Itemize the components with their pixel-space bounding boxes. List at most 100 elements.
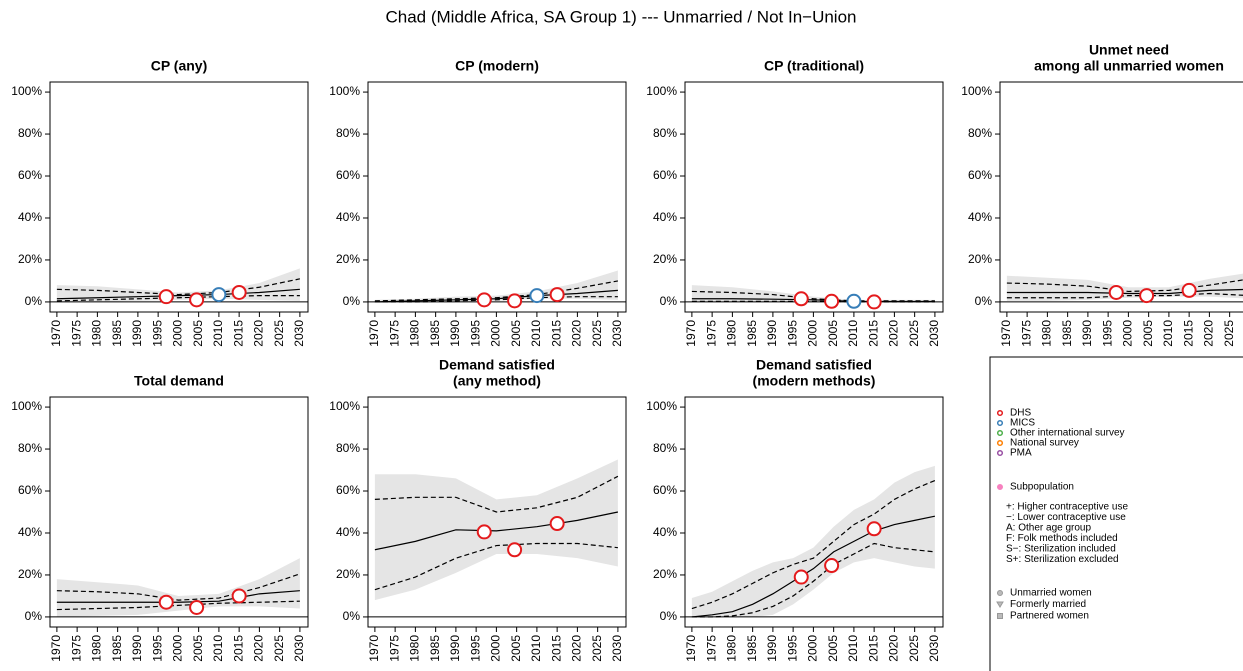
observation xyxy=(866,294,882,310)
x-tick-label: 2000 xyxy=(806,635,820,662)
x-tick-label: 1980 xyxy=(90,635,104,662)
x-tick-label: 1980 xyxy=(408,320,422,347)
x-tick-label: 1995 xyxy=(468,635,482,662)
observation xyxy=(793,569,809,585)
x-tick-label: 2005 xyxy=(826,635,840,662)
legend-group: Partnered women xyxy=(1010,611,1089,622)
x-tick-label: 1975 xyxy=(387,320,401,347)
median-line xyxy=(374,289,618,303)
observation xyxy=(189,599,205,615)
panel-title: among all unmarried women xyxy=(1034,58,1224,74)
observation xyxy=(231,284,247,300)
panel-title: Total demand xyxy=(134,373,224,389)
x-tick-label: 1995 xyxy=(785,635,799,662)
y-tick-label: 100% xyxy=(646,84,677,98)
x-tick-label: 2015 xyxy=(549,635,563,662)
y-tick-label: 20% xyxy=(653,252,677,266)
interval-line xyxy=(691,479,936,610)
x-tick-label: 1985 xyxy=(428,320,442,347)
x-tick-label: 1995 xyxy=(1100,320,1114,347)
x-tick-label: 2030 xyxy=(610,320,624,347)
median-line xyxy=(374,511,619,551)
x-tick-label: 2025 xyxy=(907,320,921,347)
y-tick-label: 100% xyxy=(646,399,677,413)
x-tick-label: 1985 xyxy=(110,320,124,347)
legend-marker xyxy=(996,419,1004,427)
x-tick-label: 2010 xyxy=(846,320,860,347)
x-tick-label: 2000 xyxy=(171,320,185,347)
x-tick-label: 1970 xyxy=(684,320,698,347)
interval-line xyxy=(374,542,618,591)
x-tick-label: 1970 xyxy=(367,320,381,347)
interval-band xyxy=(1006,273,1243,301)
y-tick-label: 60% xyxy=(18,483,42,497)
interval-line xyxy=(691,290,935,302)
legend-marker xyxy=(996,429,1004,437)
y-tick-label: 0% xyxy=(660,294,678,308)
x-tick-label: 1970 xyxy=(49,635,63,662)
observation xyxy=(549,516,565,532)
y-tick-label: 0% xyxy=(343,294,361,308)
x-tick-label: 1970 xyxy=(49,320,63,347)
legend-note: S+: Sterilization excluded xyxy=(1006,554,1119,565)
y-tick-label: 40% xyxy=(18,525,42,539)
interval-band xyxy=(374,459,618,601)
x-tick-label: 2005 xyxy=(826,320,840,347)
legend-marker xyxy=(996,449,1004,457)
y-tick-label: 60% xyxy=(653,483,677,497)
x-tick-label: 1990 xyxy=(130,320,144,347)
y-tick-label: 80% xyxy=(336,441,360,455)
x-tick-label: 2020 xyxy=(887,635,901,662)
x-tick-label: 2025 xyxy=(272,635,286,662)
panel-title: CP (modern) xyxy=(455,58,539,74)
y-tick-label: 0% xyxy=(25,609,43,623)
median-line xyxy=(1006,288,1243,295)
x-tick-label: 1985 xyxy=(110,635,124,662)
legend-marker xyxy=(996,439,1004,447)
plot-frame xyxy=(49,396,309,628)
y-tick-label: 40% xyxy=(18,210,42,224)
y-tick-label: 20% xyxy=(336,252,360,266)
plot-frame xyxy=(684,81,944,313)
observation xyxy=(476,292,492,308)
x-tick-label: 1990 xyxy=(448,320,462,347)
interval-line xyxy=(1006,279,1243,293)
x-tick-label: 1970 xyxy=(367,635,381,662)
x-tick-label: 2025 xyxy=(1222,320,1236,347)
legend-note: −: Lower contraceptive use xyxy=(1006,512,1126,523)
y-tick-label: 80% xyxy=(18,441,42,455)
y-tick-label: 20% xyxy=(653,567,677,581)
observation xyxy=(211,287,227,303)
x-tick-label: 1980 xyxy=(90,320,104,347)
interval-line xyxy=(374,296,618,303)
observation xyxy=(231,588,247,604)
panel-title: CP (any) xyxy=(151,58,208,74)
observation xyxy=(866,521,882,537)
x-tick-label: 2015 xyxy=(231,320,245,347)
x-tick-label: 1990 xyxy=(765,320,779,347)
x-tick-label: 1980 xyxy=(1040,320,1054,347)
legend-group: Formerly married xyxy=(1010,599,1086,610)
x-tick-label: 1990 xyxy=(448,635,462,662)
x-tick-label: 2010 xyxy=(1161,320,1175,347)
legend-label: PMA xyxy=(1010,448,1032,459)
panel-title: Unmet need xyxy=(1089,42,1169,58)
interval-line xyxy=(56,278,301,296)
median-line xyxy=(56,590,300,603)
x-tick-label: 2005 xyxy=(509,635,523,662)
observation xyxy=(158,594,174,610)
x-tick-label: 1975 xyxy=(704,635,718,662)
x-tick-label: 1980 xyxy=(408,635,422,662)
interval-line xyxy=(56,295,300,302)
y-tick-label: 100% xyxy=(961,84,992,98)
x-tick-label: 1995 xyxy=(785,320,799,347)
x-tick-label: 2015 xyxy=(231,635,245,662)
legend-label: Subpopulation xyxy=(1010,482,1074,493)
y-tick-label: 0% xyxy=(343,609,361,623)
plot-frame xyxy=(999,81,1243,313)
observation xyxy=(507,293,523,309)
x-tick-label: 1980 xyxy=(725,635,739,662)
legend-marker xyxy=(997,484,1003,490)
x-tick-label: 1990 xyxy=(1080,320,1094,347)
x-tick-label: 1985 xyxy=(428,635,442,662)
